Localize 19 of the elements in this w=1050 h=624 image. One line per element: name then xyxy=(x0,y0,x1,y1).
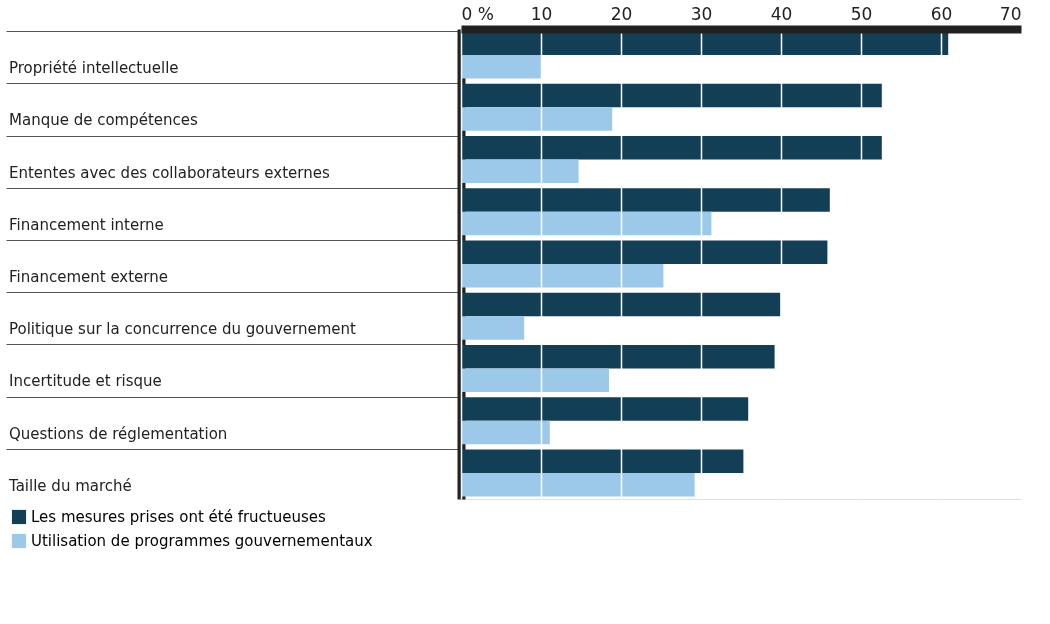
x-tick-label: 0 % xyxy=(461,3,494,24)
y-tick-label: Taille du marché xyxy=(8,476,132,495)
legend-label: Les mesures prises ont été fructueuses xyxy=(31,508,327,526)
legend-label: Utilisation de programmes gouvernementaux xyxy=(31,532,373,550)
x-tick-label: 40 xyxy=(770,3,793,24)
y-tick-label: Incertitude et risque xyxy=(9,372,162,391)
y-tick-label: Propriété intellectuelle xyxy=(9,59,179,78)
y-tick-label: Manque de compétences xyxy=(9,111,199,130)
y-tick-label: Ententes avec des collaborateurs externes xyxy=(9,163,330,182)
y-tick-label: Financement interne xyxy=(9,215,164,234)
x-tick-label: 50 xyxy=(850,3,873,24)
x-tick-label: 20 xyxy=(610,3,633,24)
y-tick-label: Politique sur la concurrence du gouvernement xyxy=(9,320,356,339)
y-tick-label: Questions de réglementation xyxy=(9,424,228,443)
x-tick-label: 30 xyxy=(690,3,713,24)
x-tick-label: 10 xyxy=(530,3,553,24)
y-tick-label: Financement externe xyxy=(9,268,168,286)
x-tick-label: 60 xyxy=(930,3,953,24)
x-tick-label: 70 xyxy=(999,3,1022,24)
